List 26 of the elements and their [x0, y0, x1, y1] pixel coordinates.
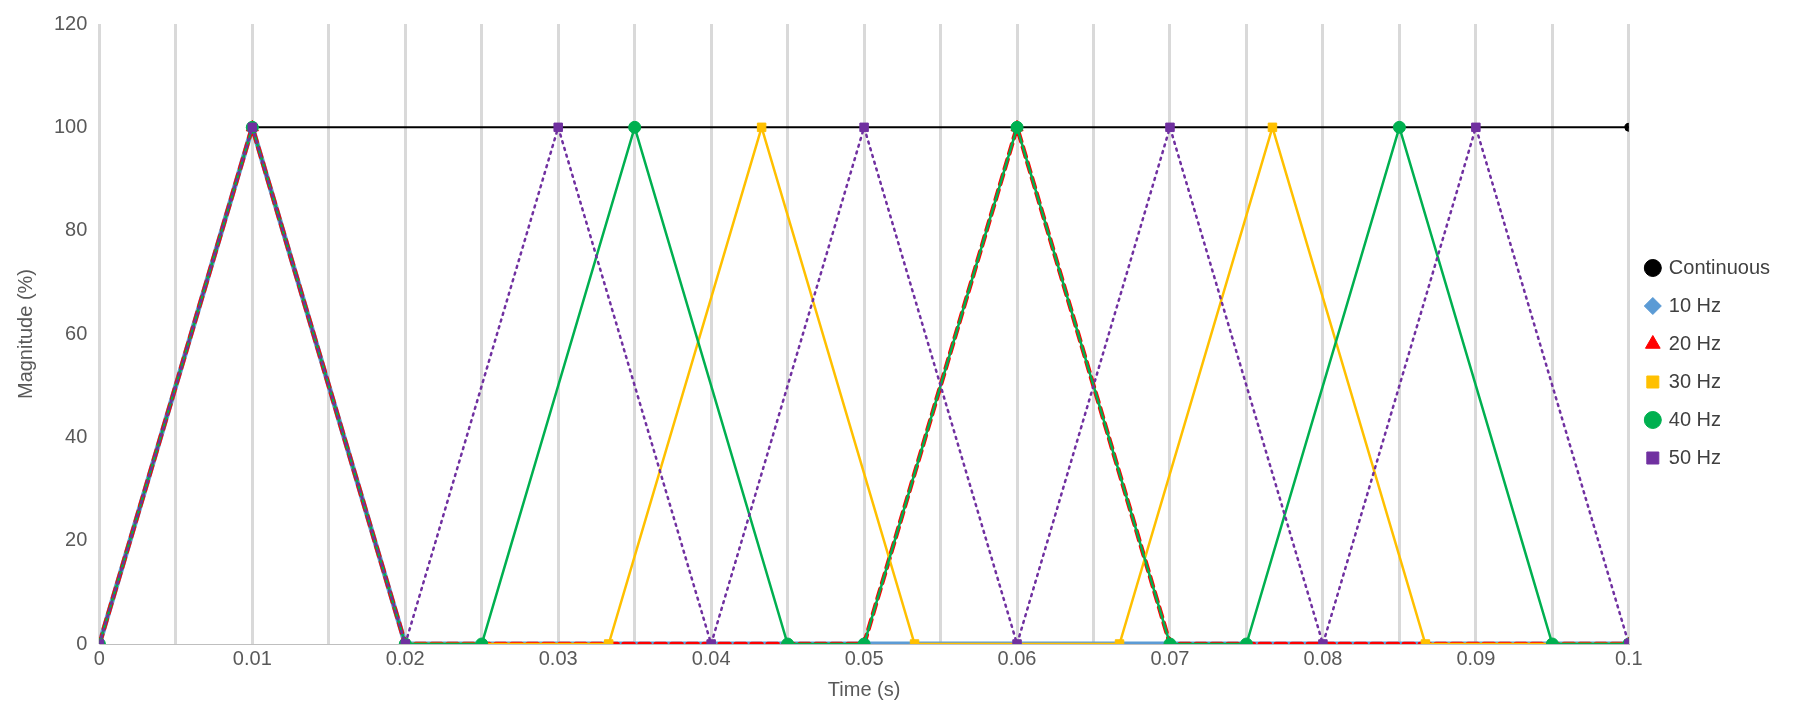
legend-label: Continuous	[1668, 255, 1771, 278]
legend-label: 30 Hz	[1668, 369, 1722, 392]
legend-label: 10 Hz	[1668, 293, 1722, 316]
x-tick-label: 0.1	[1614, 646, 1643, 669]
y-axis-title: Magnitude (%)	[13, 268, 36, 400]
x-tick-label: 0.08	[1303, 646, 1343, 669]
x-tick-label: 0.06	[997, 646, 1037, 669]
x-tick-label: 0.07	[1150, 646, 1190, 669]
y-tick-label: 80	[65, 218, 88, 241]
y-tick-label: 20	[65, 528, 88, 551]
x-tick-label: 0.09	[1456, 646, 1496, 669]
x-tick-label: 0.01	[232, 646, 272, 669]
y-tick-label: 60	[65, 321, 88, 344]
legend-label: 40 Hz	[1668, 407, 1722, 430]
x-tick-label: 0.03	[538, 646, 578, 669]
x-axis-title: Time (s)	[827, 677, 901, 700]
y-tick-label: 120	[53, 11, 88, 34]
x-tick-label: 0.04	[691, 646, 731, 669]
x-tick-label: 0.02	[385, 646, 425, 669]
legend-label: 20 Hz	[1668, 331, 1722, 354]
legend-label: 50 Hz	[1668, 445, 1722, 468]
x-tick-label: 0.05	[844, 646, 884, 669]
y-tick-label: 0	[76, 631, 88, 654]
y-tick-label: 40	[65, 424, 88, 447]
x-tick-label: 0	[93, 646, 105, 669]
y-tick-label: 100	[53, 114, 88, 137]
